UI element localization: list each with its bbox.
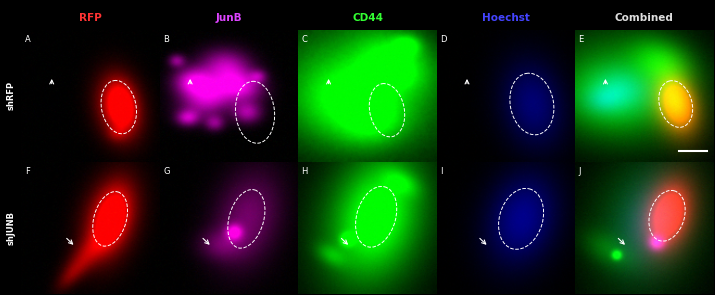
Text: shJUNB: shJUNB <box>6 211 15 245</box>
Text: C: C <box>302 35 307 44</box>
Text: CD44: CD44 <box>352 13 383 23</box>
Text: J: J <box>578 167 581 176</box>
Text: Hoechst: Hoechst <box>482 13 530 23</box>
Text: RFP: RFP <box>79 13 102 23</box>
Text: JunB: JunB <box>216 13 242 23</box>
Text: G: G <box>163 167 169 176</box>
Text: I: I <box>440 167 443 176</box>
Text: D: D <box>440 35 446 44</box>
Text: shRFP: shRFP <box>6 81 15 110</box>
Text: Combined: Combined <box>615 13 674 23</box>
Text: E: E <box>578 35 583 44</box>
Text: F: F <box>25 167 29 176</box>
Text: B: B <box>163 35 169 44</box>
Text: A: A <box>25 35 31 44</box>
Text: H: H <box>302 167 308 176</box>
